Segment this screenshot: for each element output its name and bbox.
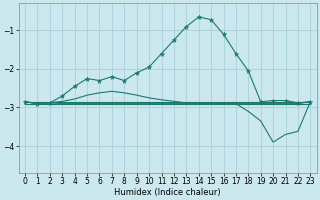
X-axis label: Humidex (Indice chaleur): Humidex (Indice chaleur) xyxy=(114,188,221,197)
